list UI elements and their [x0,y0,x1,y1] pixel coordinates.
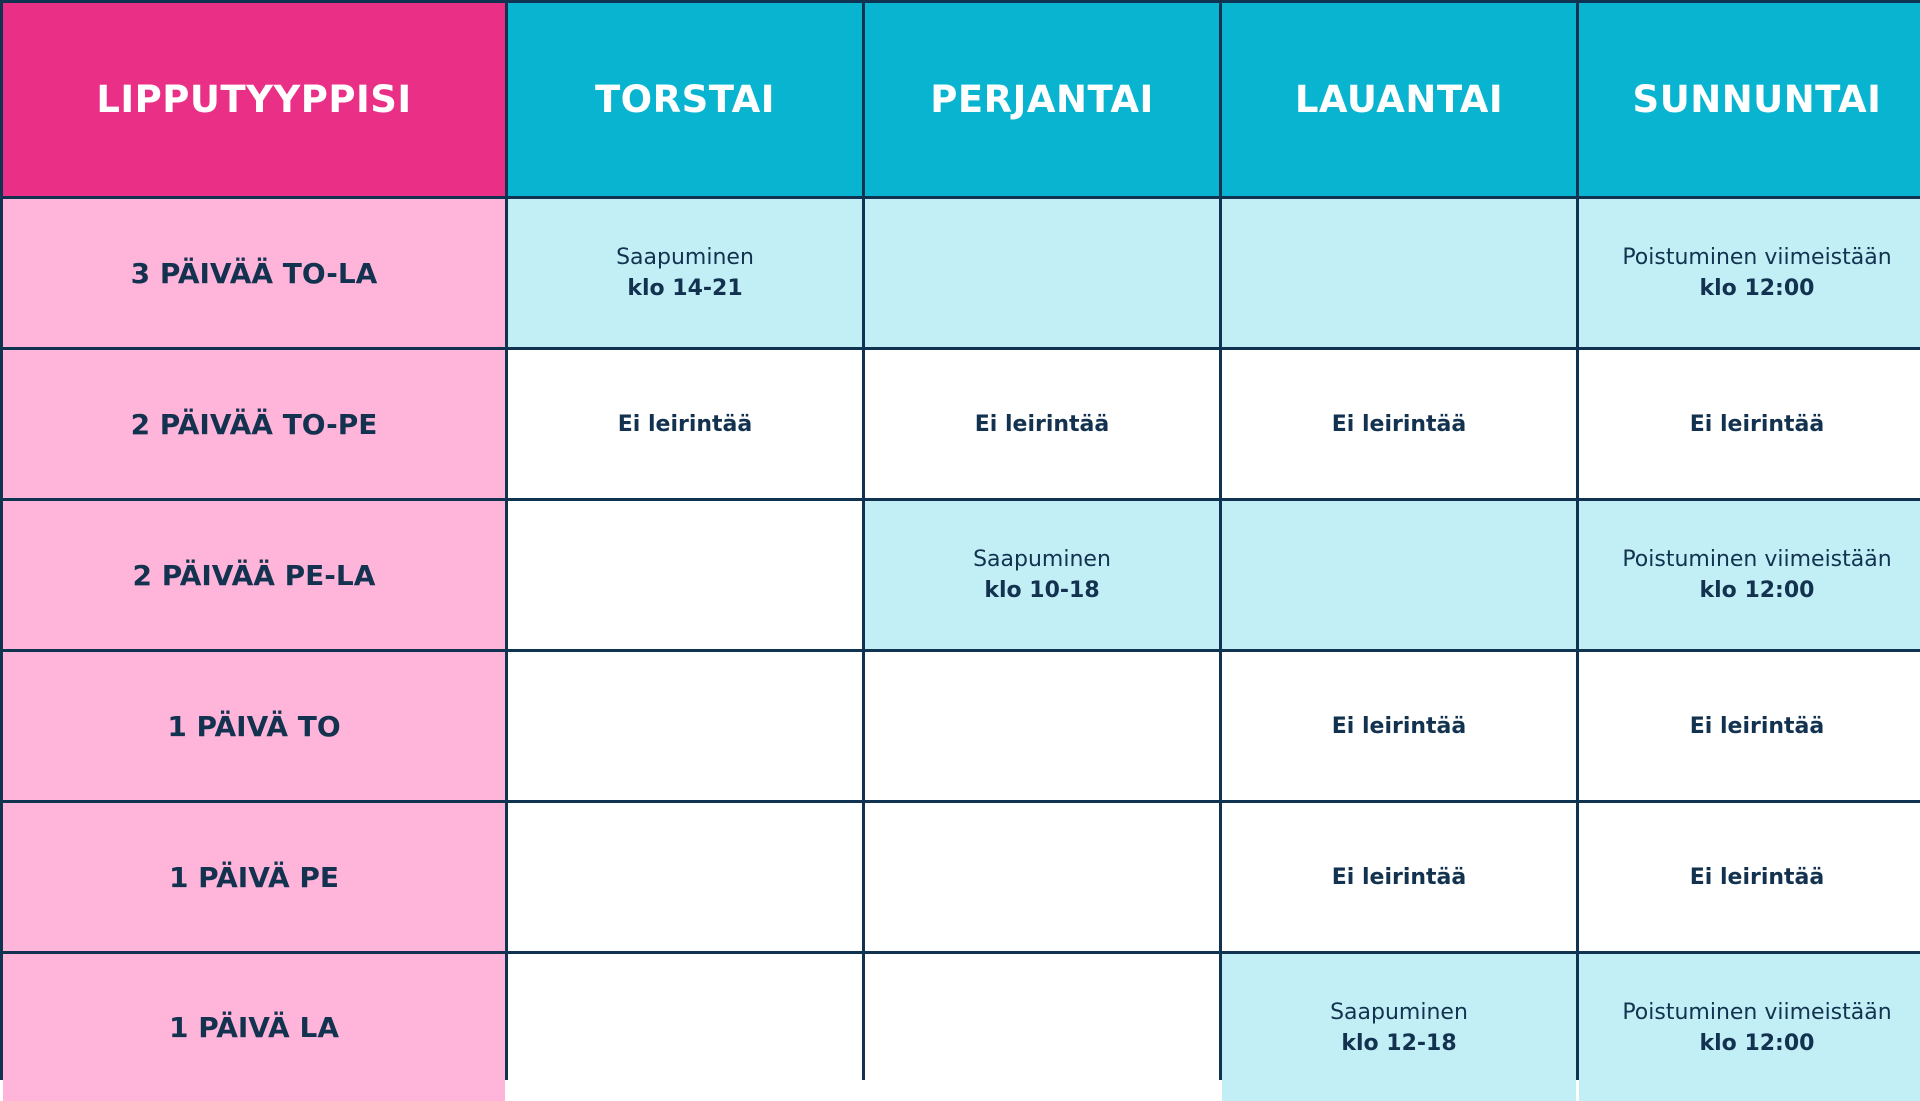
header-saturday: LAUANTAI [1222,3,1576,196]
cell-1day-to-sunday: Ei leirintää [1579,652,1920,800]
cell-1day-pe-thursday [508,803,862,951]
cell-2days-tope-friday: Ei leirintää [865,350,1219,498]
cell-time: Ei leirintää [1689,864,1825,890]
cell-3days-sunday: Poistuminen viimeistään klo 12:00 [1579,199,1920,347]
cell-time: klo 14-21 [627,276,743,301]
cell-note: Poistuminen viimeistään [1622,999,1892,1025]
row-label-1-day-pe: 1 PÄIVÄ PE [3,803,505,951]
cell-time: Ei leirintää [974,411,1110,437]
cell-2days-pela-sunday: Poistuminen viimeistään klo 12:00 [1579,501,1920,649]
header-thursday: TORSTAI [508,3,862,196]
cell-1day-to-friday [865,652,1219,800]
cell-1day-la-thursday [508,954,862,1101]
cell-1day-pe-sunday: Ei leirintää [1579,803,1920,951]
row-label-1-day-to: 1 PÄIVÄ TO [3,652,505,800]
header-ticket-type: LIPPUTYYPPISI [3,3,505,196]
cell-1day-la-sunday: Poistuminen viimeistään klo 12:00 [1579,954,1920,1101]
cell-2days-pela-thursday [508,501,862,649]
cell-1day-la-friday [865,954,1219,1101]
cell-time: Ei leirintää [1689,713,1825,739]
cell-1day-la-saturday: Saapuminen klo 12-18 [1222,954,1576,1101]
cell-time: Ei leirintää [1331,713,1467,739]
cell-note: Saapuminen [973,547,1111,572]
cell-time: Ei leirintää [1331,864,1467,890]
cell-time: klo 12:00 [1699,1030,1815,1056]
row-label-3-days-to-la: 3 PÄIVÄÄ TO-LA [3,199,505,347]
cell-2days-pela-saturday [1222,501,1576,649]
cell-time: klo 12:00 [1699,276,1815,301]
cell-1day-pe-saturday: Ei leirintää [1222,803,1576,951]
cell-time: Ei leirintää [1689,411,1825,437]
cell-1day-to-thursday [508,652,862,800]
row-label-1-day-la: 1 PÄIVÄ LA [3,954,505,1101]
cell-2days-pela-friday: Saapuminen klo 10-18 [865,501,1219,649]
cell-note: Saapuminen [1330,999,1468,1025]
row-label-2-days-pe-la: 2 PÄIVÄÄ PE-LA [3,501,505,649]
cell-2days-tope-sunday: Ei leirintää [1579,350,1920,498]
cell-3days-friday [865,199,1219,347]
cell-note: Poistuminen viimeistään [1622,245,1892,270]
cell-note: Poistuminen viimeistään [1622,547,1892,572]
cell-note: Saapuminen [616,245,754,270]
header-sunday: SUNNUNTAI [1579,3,1920,196]
cell-time: Ei leirintää [1331,411,1467,437]
cell-time: klo 12:00 [1699,578,1815,603]
cell-2days-tope-thursday: Ei leirintää [508,350,862,498]
row-label-2-days-to-pe: 2 PÄIVÄÄ TO-PE [3,350,505,498]
cell-time: Ei leirintää [617,411,753,437]
cell-1day-pe-friday [865,803,1219,951]
cell-2days-tope-saturday: Ei leirintää [1222,350,1576,498]
cell-3days-thursday: Saapuminen klo 14-21 [508,199,862,347]
cell-1day-to-saturday: Ei leirintää [1222,652,1576,800]
cell-time: klo 12-18 [1341,1030,1457,1056]
header-friday: PERJANTAI [865,3,1219,196]
cell-3days-saturday [1222,199,1576,347]
cell-time: klo 10-18 [984,578,1100,603]
